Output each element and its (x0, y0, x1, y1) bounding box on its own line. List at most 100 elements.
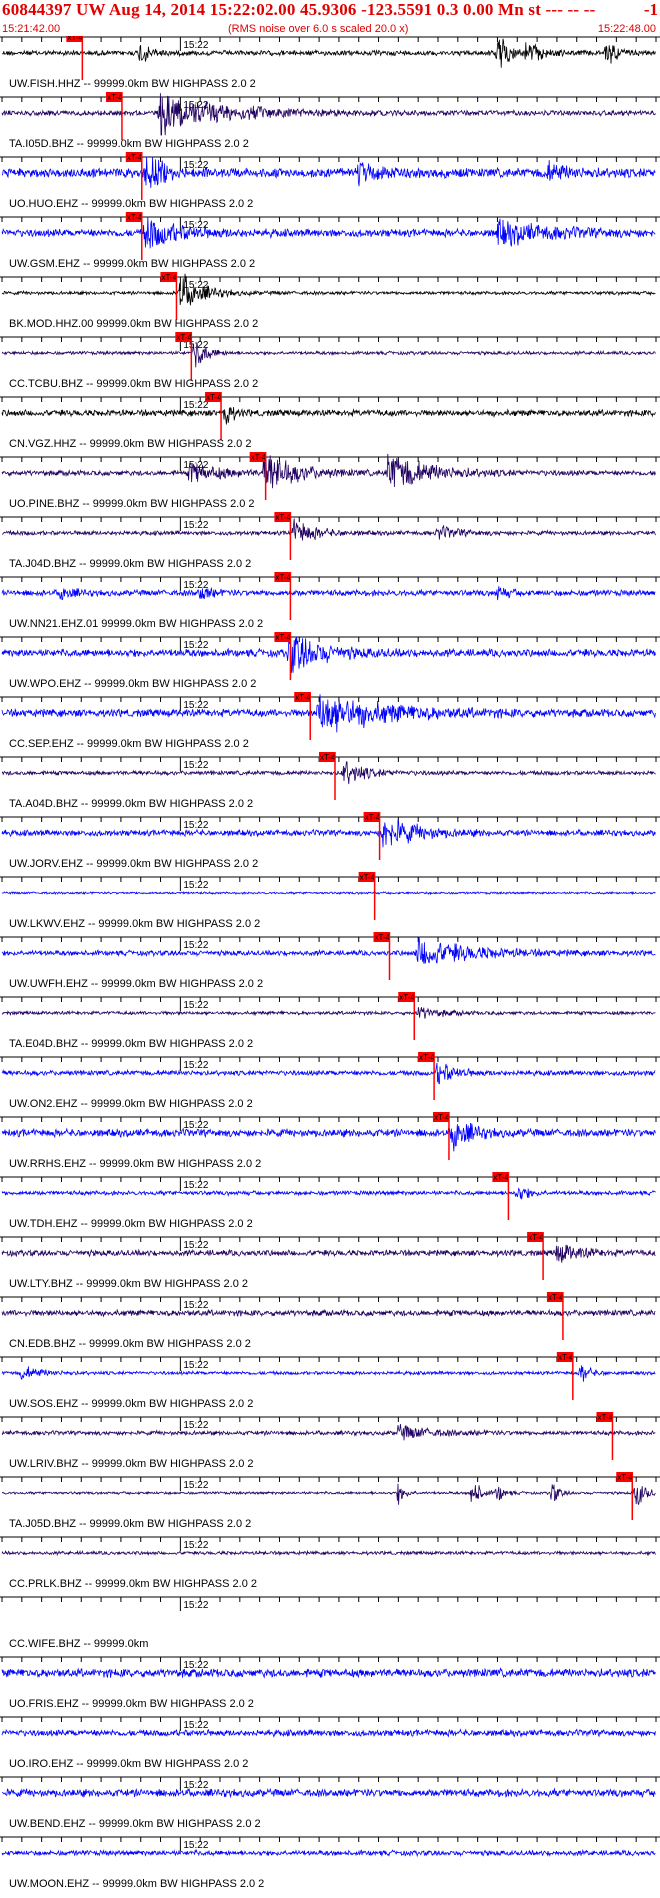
waveform (1, 273, 656, 306)
waveform (1, 451, 656, 489)
trace-row: 15:22 xT-4 TA.J05D.BHZ -- 99999.0km BW HIG… (0, 1472, 660, 1530)
pick-label: xT-4 (275, 573, 291, 582)
trace-row: 15:22 xT-4 TA.E04D.BHZ -- 99999.0km BW HIG… (0, 992, 660, 1050)
channel-label: UW.BEND.EHZ -- 99999.0km BW HIGHPASS 2.0… (9, 1818, 261, 1830)
minute-label: 15:22 (183, 520, 208, 531)
start-time: 15:21:42.00 (2, 23, 61, 35)
waveform (1, 1483, 656, 1505)
pick-box (546, 1292, 563, 1302)
pick-box (398, 992, 415, 1002)
channel-label: UW.TDH.EHZ -- 99999.0km BW HIGHPASS 2.0 … (9, 1218, 253, 1230)
minute-label: 15:22 (183, 1120, 208, 1131)
minute-label: 15:22 (183, 1720, 208, 1731)
channel-label: UW.NN21.EHZ.01 99999.0km BW HIGHPASS 2.0… (9, 618, 263, 630)
minute-label: 15:22 (183, 100, 208, 111)
minute-label: 15:22 (183, 220, 208, 231)
trace-row: 15:22 CC.WIFE.BHZ -- 99999.0km (0, 1596, 660, 1650)
pick-box (294, 692, 311, 702)
channel-label: UW.SOS.EHZ -- 99999.0km BW HIGHPASS 2.0 … (9, 1398, 253, 1410)
waveform (1, 1423, 656, 1441)
trace-row: 15:22 xT-4 TA.I05D.BHZ -- 99999.0km BW HIG… (0, 92, 660, 150)
pick-box (358, 872, 375, 882)
channel-label: UW.LRIV.BHZ -- 99999.0km BW HIGHPASS 2.0… (9, 1458, 254, 1470)
minute-label: 15:22 (183, 640, 208, 651)
pick-box (274, 572, 291, 582)
channel-label: TA.I05D.BHZ -- 99999.0km BW HIGHPASS 2.0… (9, 138, 249, 150)
channel-label: TA.J04D.BHZ -- 99999.0km BW HIGHPASS 2.0… (9, 558, 251, 570)
event-title: 60844397 UW Aug 14, 2014 15:22:02.00 45.… (2, 0, 596, 19)
channel-label: UO.HUO.EHZ -- 99999.0km BW HIGHPASS 2.0 … (9, 198, 253, 210)
pick-box (492, 1172, 509, 1182)
plot-header: 60844397 UW Aug 14, 2014 15:22:02.00 45.… (0, 0, 660, 40)
pick-label: xT-4 (360, 873, 376, 882)
waveform (1, 936, 656, 964)
trace-row: 15:22 UO.IRO.EHZ -- 99999.0km BW HIGHPASS… (0, 1716, 660, 1770)
trace-row: 15:22 xT-4 UW.RRHS.EHZ -- 99999.0km BW HIG… (0, 1112, 660, 1170)
pick-box (556, 1352, 573, 1362)
trace-row: 15:22 xT-4 UO.HUO.EHZ -- 99999.0km BW HIGH… (0, 152, 660, 210)
waveform (1, 1787, 656, 1799)
pick-box (319, 752, 335, 762)
pick-box (160, 272, 177, 282)
trace-row: 15:22 xT-4 UW.SOS.EHZ -- 99999.0km BW HIGH… (0, 1352, 660, 1410)
pick-box (66, 36, 83, 42)
minute-label: 15:22 (183, 1540, 208, 1551)
pick-box (274, 512, 291, 522)
channel-label: CN.VGZ.HHZ -- 99999.0km BW HIGHPASS 2.0 … (9, 438, 251, 450)
pick-box (105, 92, 122, 102)
minute-label: 15:22 (183, 1780, 208, 1791)
pick-label: xT-4 (251, 453, 267, 462)
channel-label: TA.J05D.BHZ -- 99999.0km BW HIGHPASS 2.0… (9, 1518, 251, 1530)
pick-label: xT-4 (419, 1053, 435, 1062)
channel-label: UW.LKWV.EHZ -- 99999.0km BW HIGHPASS 2.0… (9, 918, 260, 930)
waveform (1, 518, 656, 541)
trace-row: 15:22 UO.FRIS.EHZ -- 99999.0km BW HIGHPAS… (0, 1656, 660, 1710)
trace-row: 15:22 UW.MOON.EHZ -- 99999.0km BW HIGHPAS… (0, 1836, 660, 1890)
channel-label: UW.FISH.HHZ -- 99999.0km BW HIGHPASS 2.0… (9, 78, 256, 90)
trace-row: 15:22 xT-4 UW.LRIV.BHZ -- 99999.0km BW HIG… (0, 1412, 660, 1470)
seismogram-plot: 15:22 xT-4 UW.FISH.HHZ -- 99999.0km BW HIG… (0, 36, 660, 1890)
minute-label: 15:22 (183, 280, 208, 291)
minute-label: 15:22 (183, 1840, 208, 1851)
channel-label: CN.EDB.BHZ -- 99999.0km BW HIGHPASS 2.0 … (9, 1338, 251, 1350)
pick-label: xT-4 (375, 933, 391, 942)
channel-label: UW.WPO.EHZ -- 99999.0km BW HIGHPASS 2.0 … (9, 678, 256, 690)
waveform (1, 1308, 656, 1318)
trace-row: 15:22 xT-4 UO.PINE.BHZ -- 99999.0km BW HIG… (0, 451, 660, 510)
pick-label: xT-4 (127, 213, 143, 222)
minute-label: 15:22 (183, 1240, 208, 1251)
minute-label: 15:22 (183, 880, 208, 891)
minute-label: 15:22 (183, 340, 208, 351)
waveform (1, 1122, 656, 1152)
pick-label: xT-4 (528, 1233, 544, 1242)
waveform (1, 342, 656, 368)
minute-label: 15:22 (183, 700, 208, 711)
waveform (1, 1728, 656, 1738)
pick-label: xT-4 (67, 36, 83, 42)
pick-box (616, 1472, 633, 1482)
trace-row: 15:22 xT-4 UW.FISH.HHZ -- 99999.0km BW HIG… (0, 36, 660, 90)
pick-label: xT-4 (206, 393, 222, 402)
end-time: 15:22:48.00 (597, 23, 656, 35)
minute-label: 15:22 (183, 760, 208, 771)
channel-label: UW.ON2.EHZ -- 99999.0km BW HIGHPASS 2.0 … (9, 1098, 253, 1110)
pick-box (363, 812, 380, 822)
trace-row: 15:22 UW.BEND.EHZ -- 99999.0km BW HIGHPAS… (0, 1776, 660, 1830)
waveform (1, 1667, 656, 1679)
channel-label: CC.PRLK.BHZ -- 99999.0km BW HIGHPASS 2.0… (9, 1578, 257, 1590)
minute-label: 15:22 (183, 160, 208, 171)
trace-row: 15:22 xT-4 UW.JORV.EHZ -- 99999.0km BW HIG… (0, 812, 660, 870)
waveform (1, 407, 656, 425)
minute-label: 15:22 (183, 1360, 208, 1371)
waveform (1, 633, 656, 674)
pick-box (596, 1412, 613, 1422)
pick-label: xT-4 (320, 753, 336, 762)
pick-label: xT-4 (434, 1113, 450, 1122)
pick-box (175, 332, 192, 342)
pick-label: xT-4 (399, 993, 415, 1002)
channel-label: CC.WIFE.BHZ -- 99999.0km (9, 1638, 148, 1650)
pick-label: xT-4 (548, 1293, 564, 1302)
minute-label: 15:22 (183, 1180, 208, 1191)
minute-label: 15:22 (183, 1000, 208, 1011)
trace-row: 15:22 xT-4 TA.J04D.BHZ -- 99999.0km BW HIG… (0, 512, 660, 570)
